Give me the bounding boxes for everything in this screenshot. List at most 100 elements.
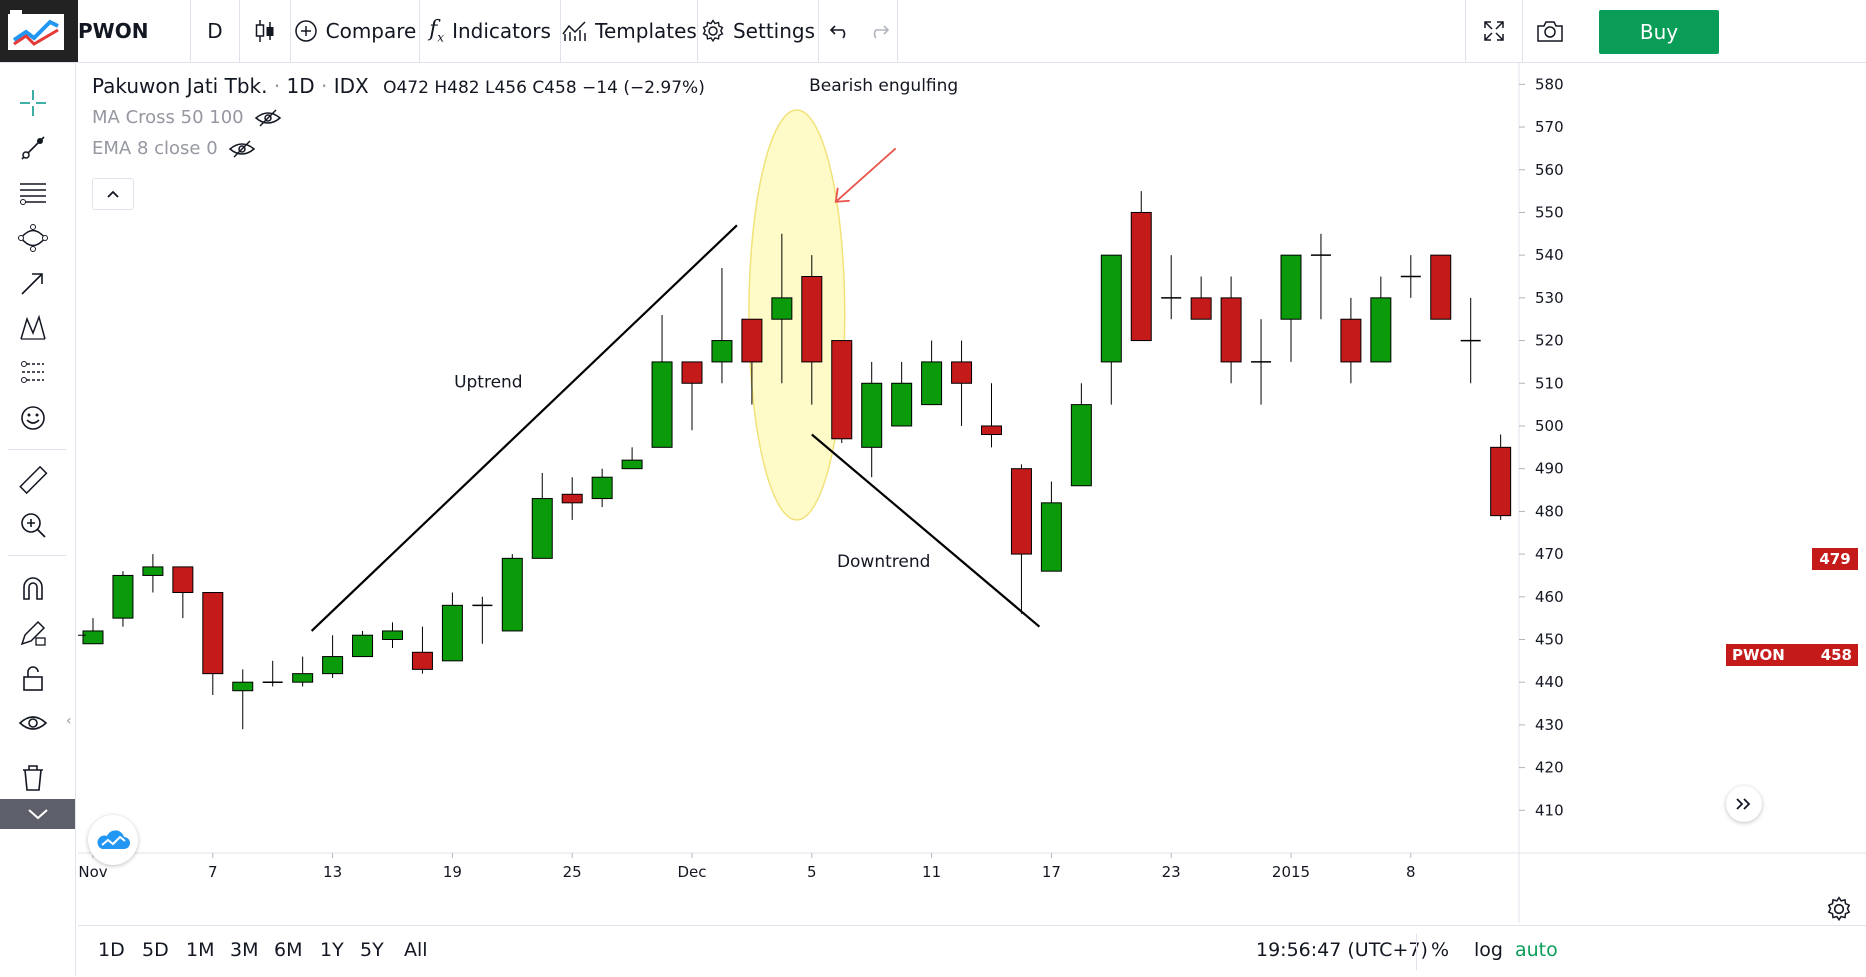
candle-down: [202, 592, 224, 675]
prediction-icon: [21, 361, 44, 383]
candle-up: [891, 382, 913, 427]
crosshair-tool[interactable]: [15, 85, 51, 121]
app-logo[interactable]: [0, 0, 78, 62]
candle-down: [801, 276, 823, 363]
magnet-tool[interactable]: [15, 570, 51, 606]
icons-tool[interactable]: [15, 400, 51, 436]
function-icon: fx: [429, 17, 445, 45]
zoom-tool[interactable]: [15, 507, 51, 543]
fullscreen-button[interactable]: [1465, 0, 1523, 62]
candle-down: [1430, 254, 1452, 320]
lock-drawings-tool[interactable]: [15, 660, 51, 696]
candle-down: [1130, 211, 1152, 342]
compare-button[interactable]: Compare: [291, 0, 420, 62]
y-tick-label: 550: [1535, 203, 1564, 221]
chart-settings-button[interactable]: [1826, 896, 1856, 926]
candle-up: [771, 297, 793, 320]
gear-icon: [1827, 896, 1851, 922]
screenshot-button[interactable]: [1522, 0, 1578, 62]
candle-down: [951, 361, 973, 384]
range-all-button[interactable]: All: [404, 939, 428, 961]
x-tick-label: 8: [1406, 863, 1416, 881]
range-3m-button[interactable]: 3M: [230, 939, 259, 961]
range-1y-button[interactable]: 1Y: [320, 939, 344, 961]
ema-label: EMA 8 close 0: [92, 138, 218, 159]
settings-button[interactable]: Settings: [698, 0, 819, 62]
interval-button[interactable]: D: [191, 0, 240, 62]
hidden-eye-icon[interactable]: [254, 108, 282, 128]
percent-scale-toggle[interactable]: %: [1431, 939, 1450, 961]
indicators-button[interactable]: fx Indicators: [420, 0, 561, 62]
redo-icon: [873, 25, 890, 39]
arrow-icon: [21, 273, 43, 295]
shapes-tool[interactable]: [15, 220, 51, 256]
crosshair-icon: [20, 90, 46, 116]
stay-in-drawing-tool[interactable]: [15, 615, 51, 651]
collapse-legend-button[interactable]: [92, 178, 134, 210]
tradingview-logo-button[interactable]: [88, 815, 138, 865]
x-tick-label: 7: [208, 863, 218, 881]
downtrend-label: Downtrend: [837, 552, 930, 572]
gear-icon: [702, 19, 724, 43]
fib-retracement-icon: [20, 183, 46, 205]
candle-up: [441, 604, 463, 662]
candle-up: [531, 498, 553, 559]
fib-tool[interactable]: [15, 175, 51, 211]
delete-drawings-tool[interactable]: [15, 760, 51, 796]
smiley-icon: [21, 406, 45, 430]
trend-line-icon: [21, 136, 45, 160]
pattern-icon: [20, 314, 46, 340]
indicator-ma-cross[interactable]: MA Cross 50 100: [92, 107, 282, 128]
range-1d-button[interactable]: 1D: [98, 939, 125, 961]
camera-icon: [1537, 21, 1563, 42]
hidden-eye-icon[interactable]: [228, 139, 256, 159]
candle-up: [711, 340, 733, 363]
prediction-tool[interactable]: [15, 355, 51, 391]
x-tick-label: 25: [563, 863, 582, 881]
log-scale-toggle[interactable]: log: [1474, 939, 1503, 961]
chevron-down-icon: [27, 809, 48, 820]
more-tools-button[interactable]: [0, 799, 75, 829]
y-tick-label: 580: [1535, 75, 1564, 93]
chart-pane[interactable]: 410 420 430 440 450 460 470 480 490 500 510 520 530 5…: [78, 63, 1866, 923]
y-tick-label: 450: [1535, 630, 1564, 648]
candle-up: [591, 476, 613, 500]
interval-label: D: [207, 19, 223, 43]
arrow-tool[interactable]: [15, 265, 51, 301]
templates-button[interactable]: Templates: [561, 0, 698, 62]
candle-up: [1100, 254, 1122, 363]
range-5y-button[interactable]: 5Y: [360, 939, 384, 961]
symbol-search-button[interactable]: PWON: [78, 0, 191, 62]
x-tick-label: 11: [922, 863, 941, 881]
measure-tool[interactable]: [15, 463, 51, 499]
clock-timezone[interactable]: 19:56:47 (UTC+7): [1256, 939, 1428, 961]
y-tick-label: 500: [1535, 417, 1564, 435]
collapse-toolbar-arrow[interactable]: ‹: [66, 713, 72, 729]
candle-up: [82, 630, 104, 645]
buy-button[interactable]: Buy: [1599, 10, 1719, 54]
unlock-icon: [23, 666, 43, 691]
trend-line-tool[interactable]: [15, 130, 51, 166]
candle-down: [831, 340, 853, 440]
scroll-to-realtime-button[interactable]: [1726, 786, 1762, 822]
templates-label: Templates: [595, 19, 697, 43]
zoom-in-icon: [21, 513, 46, 538]
cloud-logo-icon: [97, 830, 130, 849]
x-tick-label: Nov: [78, 863, 107, 881]
legend-close: C458: [532, 78, 577, 98]
indicator-ema[interactable]: EMA 8 close 0: [92, 138, 256, 159]
chart-type-button[interactable]: [240, 0, 291, 62]
undo-button[interactable]: [819, 0, 861, 62]
candlestick-chart[interactable]: 410 420 430 440 450 460 470 480 490 500 510 520 530 5…: [78, 63, 1866, 923]
range-6m-button[interactable]: 6M: [274, 939, 303, 961]
candle-down: [172, 566, 194, 594]
range-1m-button[interactable]: 1M: [186, 939, 215, 961]
auto-scale-toggle[interactable]: auto: [1515, 939, 1558, 961]
pattern-tool[interactable]: [15, 310, 51, 346]
candle-up: [142, 566, 164, 576]
hide-drawings-tool[interactable]: [15, 705, 51, 741]
range-5d-button[interactable]: 5D: [142, 939, 169, 961]
redo-button[interactable]: [861, 0, 898, 62]
candle-down: [561, 493, 583, 504]
x-tick-label: Dec: [677, 863, 706, 881]
